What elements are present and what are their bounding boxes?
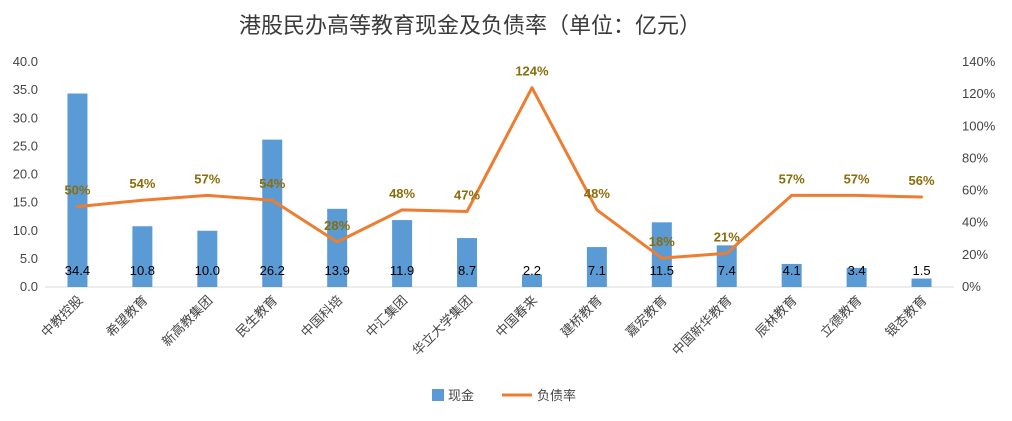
legend: 现金 负债率	[432, 388, 576, 404]
bar-cash	[521, 274, 542, 287]
y-left-tick-label: 0.0	[20, 279, 38, 294]
line-value-label: 124%	[515, 64, 549, 79]
bars	[67, 93, 932, 287]
chart-title: 港股民办高等教育现金及负债率（单位：亿元）	[239, 14, 701, 39]
bar-value-label: 1.5	[912, 263, 930, 278]
bar-value-label: 26.2	[260, 263, 285, 278]
bar-value-label: 11.5	[650, 263, 674, 278]
y-left-tick-label: 30.0	[13, 110, 38, 125]
x-category-label: 中国科培	[298, 293, 346, 341]
bar-cash	[392, 220, 413, 287]
data-labels: 34.4 10.8 10.0 26.2 13.9 11.9 8.7 2.2 7.1 11.5 7.4…	[64, 64, 935, 278]
line-value-label: 48%	[584, 186, 610, 201]
bar-cash	[781, 263, 802, 287]
x-category-label: 中国新华教育	[669, 293, 735, 359]
x-category-label: 民生教育	[233, 293, 281, 341]
line-value-label: 54%	[129, 176, 155, 191]
bar-value-label: 34.4	[65, 263, 90, 278]
line-value-label: 54%	[259, 176, 285, 191]
y-left-tick-label: 20.0	[13, 167, 38, 182]
bar-cash	[846, 267, 867, 287]
line-value-label: 47%	[454, 187, 480, 202]
bar-value-label: 4.1	[783, 263, 801, 278]
x-category-label: 中国春来	[493, 293, 540, 340]
y-right-tick-label: 0%	[962, 279, 981, 294]
bar-cash	[586, 247, 607, 287]
x-category-label: 银杏教育	[882, 293, 930, 341]
line-value-label: 50%	[64, 183, 90, 198]
legend-swatch-cash	[432, 389, 444, 401]
line-series	[76, 86, 923, 260]
bar-value-label: 10.8	[130, 263, 155, 278]
y-left-tick-label: 15.0	[13, 195, 38, 210]
x-category-label: 中教控股	[38, 293, 86, 341]
line-value-label: 57%	[779, 171, 805, 186]
y-right-tick-label: 100%	[962, 118, 996, 133]
x-category-label: 中汇集团	[363, 293, 411, 341]
bar-cash	[651, 222, 672, 287]
x-category-label: 希望教育	[103, 293, 151, 341]
y-right-tick-label: 120%	[962, 86, 996, 101]
y-right-tick-label: 60%	[962, 183, 988, 198]
line-value-label: 57%	[194, 171, 220, 186]
y-right-tick-label: 80%	[962, 150, 988, 165]
bar-cash	[911, 278, 932, 287]
bar-cash	[262, 139, 283, 287]
x-category-label: 新高教集团	[159, 293, 216, 350]
x-category-label: 辰林教育	[752, 293, 800, 341]
axes: 0.0 5.0 10.0 15.0 20.0 25.0 30.0 35.0 40.0 0% 20% 4…	[13, 54, 996, 359]
y-right-tick-label: 40%	[962, 215, 988, 230]
bar-value-label: 10.0	[195, 263, 220, 278]
y-left-tick-label: 35.0	[13, 82, 38, 97]
line-value-label: 48%	[389, 186, 415, 201]
y-left-tick-label: 10.0	[13, 223, 38, 238]
bar-value-label: 8.7	[458, 263, 476, 278]
y-left-tick-label: 5.0	[20, 251, 38, 266]
y-right-tick-label: 20%	[962, 247, 988, 262]
legend-label-cash: 现金	[448, 388, 474, 404]
line-value-label: 18%	[649, 234, 675, 249]
bar-cash	[716, 245, 737, 287]
x-category-label: 华立大学集团	[409, 293, 475, 359]
bar-value-label: 7.4	[718, 263, 736, 278]
bar-value-label: 3.4	[848, 263, 866, 278]
bar-value-label: 7.1	[588, 263, 606, 278]
line-value-label: 28%	[324, 218, 350, 233]
line-debt-ratio	[76, 86, 923, 260]
line-value-label: 21%	[714, 229, 740, 244]
bar-cash	[67, 93, 88, 287]
bar-cash	[457, 238, 478, 287]
bar-cash	[197, 230, 218, 287]
bar-cash	[327, 208, 348, 287]
legend-label-debt-ratio: 负债率	[537, 388, 576, 404]
bar-cash	[132, 226, 153, 287]
line-value-label: 56%	[909, 173, 935, 188]
bar-value-label: 11.9	[390, 263, 414, 278]
x-category-label: 建桥教育	[558, 293, 606, 341]
x-category-label: 立德教育	[817, 293, 865, 341]
y-left-tick-label: 25.0	[13, 138, 38, 153]
bar-value-label: 13.9	[325, 263, 350, 278]
y-left-tick-label: 40.0	[13, 54, 38, 69]
bar-value-label: 2.2	[523, 263, 541, 278]
line-value-label: 57%	[844, 171, 870, 186]
x-category-label: 嘉宏教育	[623, 293, 671, 341]
y-right-tick-label: 140%	[962, 54, 996, 69]
